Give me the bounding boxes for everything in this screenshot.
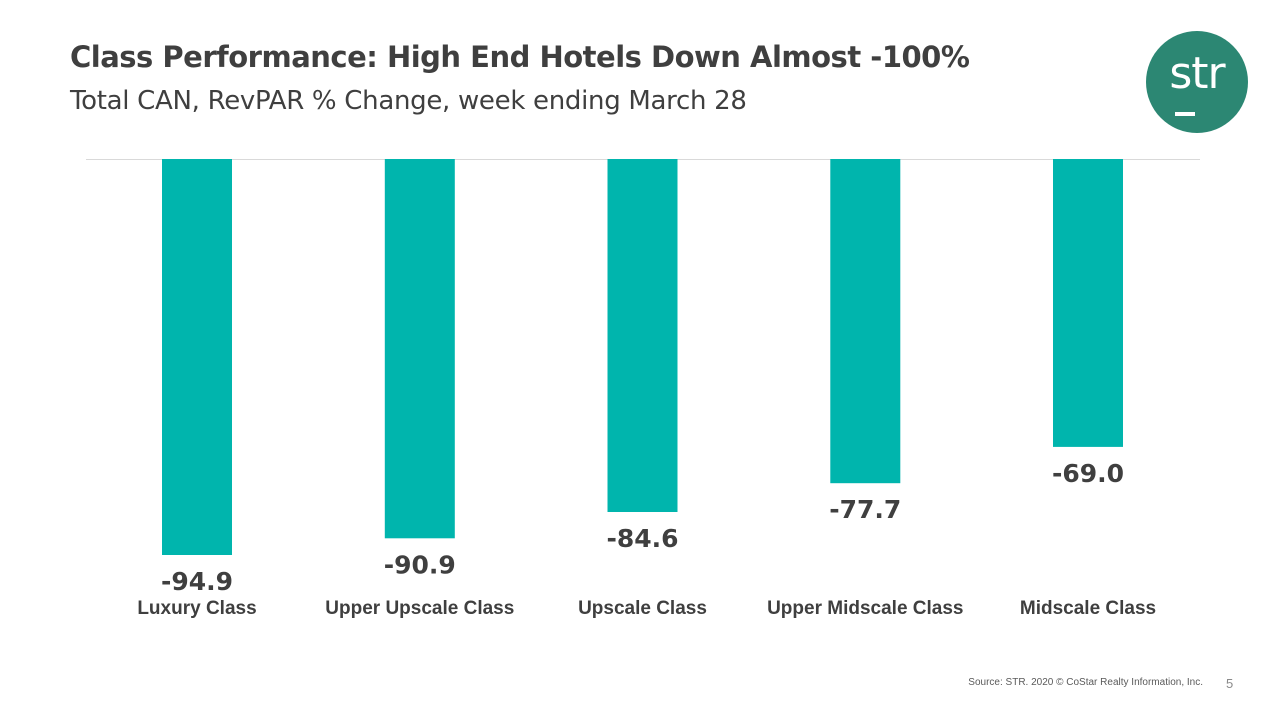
page-number: 5: [1226, 676, 1234, 691]
category-label-midscale-class: Midscale Class: [1020, 598, 1156, 619]
bar-luxury-class: [162, 159, 232, 555]
value-label-upper-midscale-class: -77.7: [829, 495, 901, 524]
category-label-luxury-class: Luxury Class: [137, 598, 256, 619]
category-label-upscale-class: Upscale Class: [578, 598, 707, 619]
slide-title: Class Performance: High End Hotels Down …: [70, 40, 970, 74]
category-label-upper-upscale-class: Upper Upscale Class: [325, 598, 514, 619]
bars-group: [162, 159, 1123, 555]
value-label-upper-upscale-class: -90.9: [384, 550, 456, 579]
slide-subtitle: Total CAN, RevPAR % Change, week ending …: [70, 86, 747, 116]
bar-upper-midscale-class: [830, 159, 901, 484]
bar-upper-upscale-class: [384, 159, 455, 539]
category-labels-group: Luxury Class Upper Upscale Class Upscale C…: [137, 598, 1156, 619]
category-label-upper-midscale-class: Upper Midscale Class: [767, 598, 963, 619]
value-labels-group: -94.9 -90.9 -84.6 -77.7 -69.0: [161, 459, 1124, 596]
bar-midscale-class: [1053, 159, 1123, 447]
value-label-upscale-class: -84.6: [606, 524, 678, 553]
bar-upscale-class: [607, 159, 678, 512]
value-label-midscale-class: -69.0: [1052, 459, 1124, 488]
str-logo-underline: [1175, 112, 1195, 116]
str-logo-text: str: [1169, 48, 1225, 99]
value-label-luxury-class: -94.9: [161, 567, 233, 596]
str-logo: str: [1146, 31, 1248, 133]
source-note: Source: STR. 2020 © CoStar Realty Inform…: [968, 677, 1203, 688]
